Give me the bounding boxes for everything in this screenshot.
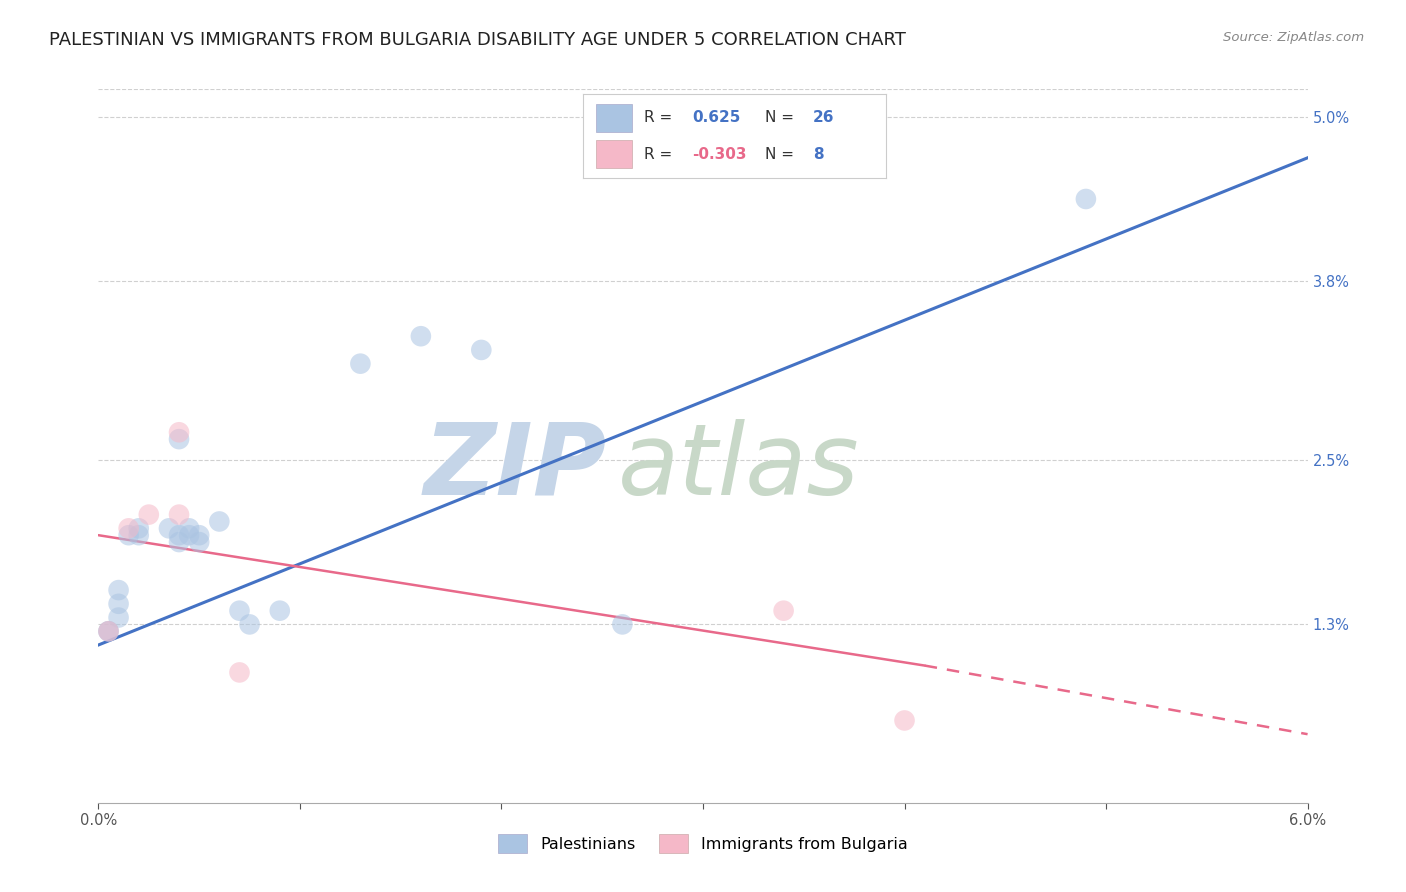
Text: 0.625: 0.625 [692,110,741,125]
Point [118,528,141,542]
Point [188,535,211,549]
Point [97,624,120,639]
Point [612,617,634,632]
Text: ZIP: ZIP [423,419,606,516]
Point [1074,192,1097,206]
Point [128,521,150,535]
Text: N =: N = [765,110,799,125]
Point [349,357,371,371]
Point [128,528,150,542]
Point [470,343,492,357]
Point [813,123,835,137]
Bar [596,103,631,132]
Text: R =: R = [644,147,678,162]
Text: atlas: atlas [619,419,860,516]
Point [239,617,262,632]
Point [167,528,190,542]
Point [167,508,190,522]
Point [167,425,190,440]
Bar [596,140,631,169]
Point [107,597,129,611]
Text: PALESTINIAN VS IMMIGRANTS FROM BULGARIA DISABILITY AGE UNDER 5 CORRELATION CHART: PALESTINIAN VS IMMIGRANTS FROM BULGARIA … [49,31,905,49]
Point [167,535,190,549]
Point [107,583,129,598]
Point [772,604,794,618]
Point [118,521,141,535]
Point [97,624,120,639]
Point [409,329,432,343]
Text: N =: N = [765,147,799,162]
Text: -0.303: -0.303 [692,147,747,162]
Point [228,665,250,680]
Point [107,610,129,624]
Point [228,604,250,618]
Point [138,508,160,522]
Point [97,624,120,639]
Point [269,604,291,618]
Legend: Palestinians, Immigrants from Bulgaria: Palestinians, Immigrants from Bulgaria [492,828,914,859]
Point [179,521,201,535]
Text: 8: 8 [813,147,824,162]
Point [167,432,190,446]
Point [208,515,231,529]
Point [893,714,915,728]
Point [188,528,211,542]
Point [179,528,201,542]
Point [157,521,180,535]
Text: Source: ZipAtlas.com: Source: ZipAtlas.com [1223,31,1364,45]
Text: 26: 26 [813,110,835,125]
Text: R =: R = [644,110,678,125]
